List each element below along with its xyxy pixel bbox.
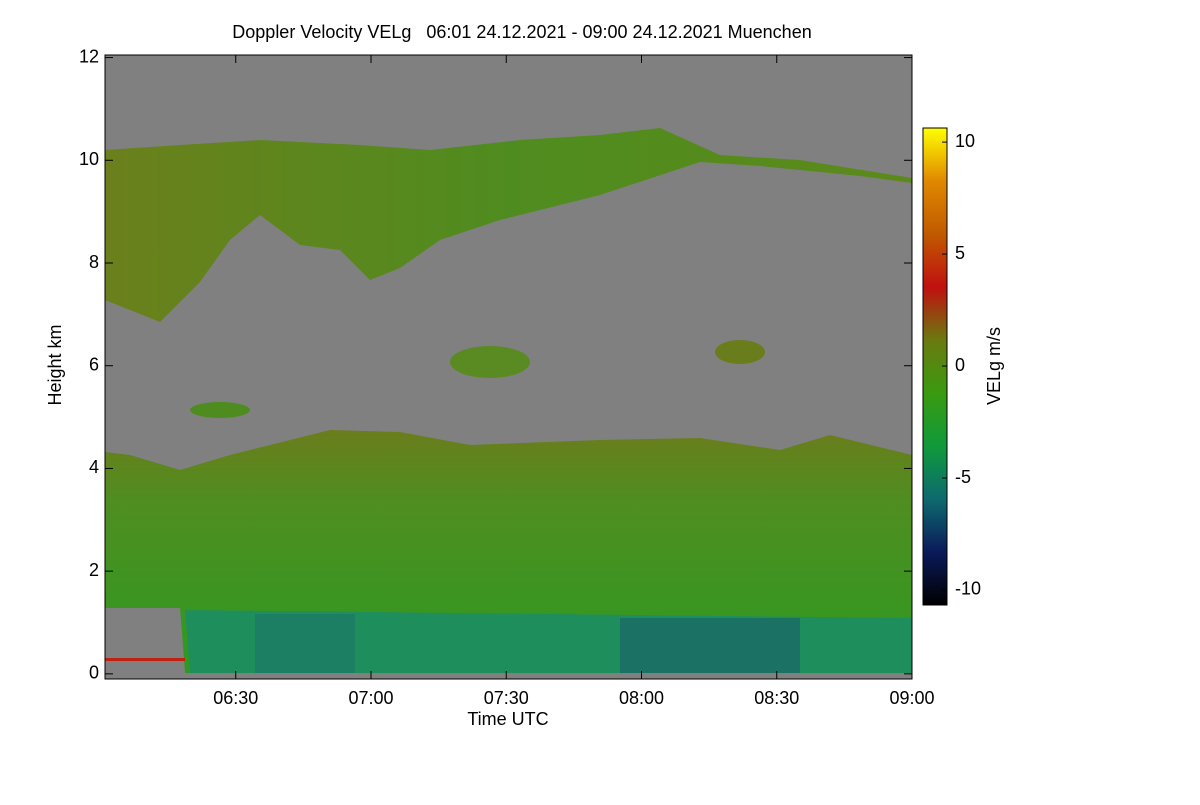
x-tick-label: 08:00 [619,688,664,708]
colorbar-tick-label: -10 [955,579,981,599]
low-left-gap [105,608,185,673]
cloud-patch [190,402,250,418]
plot-frame [104,54,913,680]
cloud-patch [715,340,765,364]
colorbar-tick-label: 0 [955,355,965,375]
boundary-layer-dark [255,614,355,673]
x-axis-label: Time UTC [467,709,548,729]
boundary-layer-dark [620,618,800,673]
colorbar-label: VELg m/s [984,327,1004,405]
colorbar-tick-label: -5 [955,467,971,487]
y-tick-label: 10 [79,149,99,169]
y-tick-label: 12 [79,46,99,66]
colorbar-tick-label: 5 [955,243,965,263]
x-tick-label: 09:00 [889,688,934,708]
x-tick-label: 07:00 [348,688,393,708]
y-tick-label: 2 [89,560,99,580]
y-axis-label: Height km [45,324,65,405]
upper-cloud [105,128,912,322]
colorbar-tick-label: 10 [955,131,975,151]
heatmap-image [105,55,912,679]
chart-title: Doppler Velocity VELg 06:01 24.12.2021 -… [232,22,811,42]
x-tick-label: 07:30 [484,688,529,708]
y-tick-label: 4 [89,457,99,477]
x-tick-label: 08:30 [754,688,799,708]
cloud-patch [450,346,530,378]
surface-echo [105,658,185,661]
y-tick-label: 6 [89,354,99,374]
y-tick-label: 8 [89,252,99,272]
y-tick-label: 0 [89,663,99,683]
x-tick-label: 06:30 [213,688,258,708]
